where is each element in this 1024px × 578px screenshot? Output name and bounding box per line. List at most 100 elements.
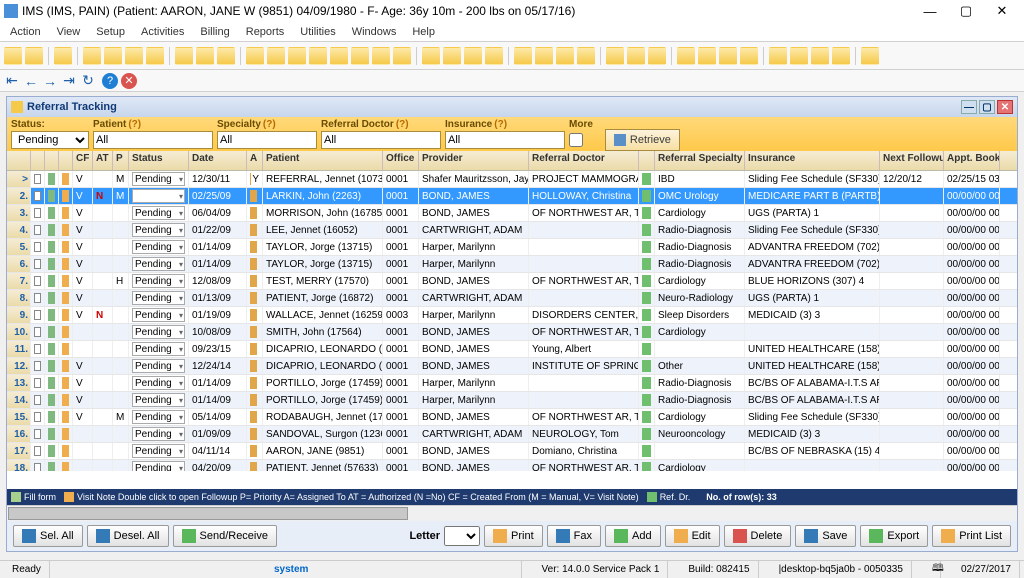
cell-chk[interactable] [31, 358, 45, 374]
save-button[interactable]: Save [795, 525, 856, 547]
toolbar-icon[interactable] [861, 47, 879, 65]
col-rsi[interactable] [639, 151, 655, 170]
table-row[interactable]: 8.VPending01/13/09PATIENT, Jorge (16872)… [7, 290, 1017, 307]
panel-close-button[interactable]: ✕ [997, 100, 1013, 114]
table-row[interactable]: 17.Pending04/11/14AARON, JANE (9851)0001… [7, 443, 1017, 460]
cell-chk[interactable] [31, 392, 45, 408]
close-button[interactable]: ✕ [984, 0, 1020, 22]
toolbar-icon[interactable] [677, 47, 695, 65]
col-rownum[interactable] [7, 151, 31, 170]
cell-status[interactable]: Pending [129, 256, 189, 272]
toolbar-icon[interactable] [309, 47, 327, 65]
toolbar-icon[interactable] [443, 47, 461, 65]
cell-status[interactable]: Pending [129, 290, 189, 306]
send-receive-button[interactable]: Send/Receive [173, 525, 278, 547]
cell-chk[interactable] [31, 409, 45, 425]
toolbar-icon[interactable] [740, 47, 758, 65]
table-row[interactable]: >VMPending12/30/11YREFERRAL, Jennet (107… [7, 171, 1017, 188]
menu-activities[interactable]: Activities [133, 24, 192, 40]
cell-chk[interactable] [31, 171, 45, 187]
minimize-button[interactable]: — [912, 0, 948, 22]
deselect-all-button[interactable]: Desel. All [87, 525, 169, 547]
delete-button[interactable]: Delete [724, 525, 792, 547]
cell-status[interactable]: Pending [129, 443, 189, 459]
col-status[interactable]: Status [129, 151, 189, 170]
cell-status[interactable]: Pending [129, 222, 189, 238]
table-row[interactable]: 3.VPending06/04/09MORRISON, John (16785)… [7, 205, 1017, 222]
col-p[interactable]: P [113, 151, 129, 170]
toolbar-icon[interactable] [125, 47, 143, 65]
toolbar-icon[interactable] [422, 47, 440, 65]
cell-status[interactable]: Pending [129, 426, 189, 442]
toolbar-icon[interactable] [535, 47, 553, 65]
cell-chk[interactable] [31, 341, 45, 357]
nav-last-icon[interactable]: ⇥ [61, 73, 77, 89]
table-row[interactable]: 4.VPending01/22/09LEE, Jennet (16052)000… [7, 222, 1017, 239]
cell-status[interactable]: Pending [129, 409, 189, 425]
fax-button[interactable]: Fax [547, 525, 601, 547]
toolbar-icon[interactable] [217, 47, 235, 65]
toolbar-icon[interactable] [330, 47, 348, 65]
menu-action[interactable]: Action [2, 24, 49, 40]
edit-button[interactable]: Edit [665, 525, 720, 547]
cell-chk[interactable] [31, 222, 45, 238]
menu-billing[interactable]: Billing [192, 24, 237, 40]
col-patient[interactable]: Patient [263, 151, 383, 170]
col-provider[interactable]: Provider [419, 151, 529, 170]
toolbar-icon[interactable] [372, 47, 390, 65]
toolbar-icon[interactable] [606, 47, 624, 65]
col-insurance[interactable]: Insurance [745, 151, 880, 170]
cell-status[interactable]: Pending [129, 341, 189, 357]
toolbar-icon[interactable] [577, 47, 595, 65]
filter-refdoc-input[interactable] [321, 131, 441, 149]
toolbar-icon[interactable] [648, 47, 666, 65]
menu-windows[interactable]: Windows [344, 24, 405, 40]
cell-status[interactable]: Pending [129, 171, 189, 187]
table-row[interactable]: 16.Pending01/09/09SANDOVAL, Surgon (1236… [7, 426, 1017, 443]
col-a[interactable]: A [247, 151, 263, 170]
toolbar-icon[interactable] [627, 47, 645, 65]
cell-chk[interactable] [31, 307, 45, 323]
cell-chk[interactable] [31, 256, 45, 272]
filter-specialty-input[interactable] [217, 131, 317, 149]
menu-reports[interactable]: Reports [238, 24, 293, 40]
toolbar-icon[interactable] [514, 47, 532, 65]
col-i1[interactable] [45, 151, 59, 170]
cell-status[interactable]: Pending [129, 273, 189, 289]
toolbar-icon[interactable] [175, 47, 193, 65]
toolbar-icon[interactable] [54, 47, 72, 65]
cell-status[interactable]: Pending [129, 375, 189, 391]
cell-status[interactable]: Pending [129, 460, 189, 471]
toolbar-icon[interactable] [267, 47, 285, 65]
select-all-button[interactable]: Sel. All [13, 525, 83, 547]
toolbar-icon[interactable] [464, 47, 482, 65]
menu-view[interactable]: View [49, 24, 89, 40]
toolbar-icon[interactable] [811, 47, 829, 65]
col-i2[interactable] [59, 151, 73, 170]
filter-patient-input[interactable] [93, 131, 213, 149]
table-row[interactable]: 15.VMPending05/14/09RODABAUGH, Jennet (1… [7, 409, 1017, 426]
help-icon[interactable]: ? [102, 73, 118, 89]
grid-body[interactable]: >VMPending12/30/11YREFERRAL, Jennet (107… [7, 171, 1017, 471]
menu-help[interactable]: Help [404, 24, 443, 40]
toolbar-icon[interactable] [556, 47, 574, 65]
table-row[interactable]: 18.Pending04/20/09PATIENT, Jennet (57633… [7, 460, 1017, 471]
maximize-button[interactable]: ▢ [948, 0, 984, 22]
horizontal-scrollbar[interactable] [7, 505, 1017, 521]
toolbar-icon[interactable] [104, 47, 122, 65]
cell-chk[interactable] [31, 239, 45, 255]
cell-chk[interactable] [31, 205, 45, 221]
table-row[interactable]: 13.VPending01/14/09PORTILLO, Jorge (1745… [7, 375, 1017, 392]
toolbar-icon[interactable] [698, 47, 716, 65]
menu-setup[interactable]: Setup [88, 24, 133, 40]
retrieve-button[interactable]: Retrieve [605, 129, 680, 151]
col-office[interactable]: Office [383, 151, 419, 170]
table-row[interactable]: 5.VPending01/14/09TAYLOR, Jorge (13715)0… [7, 239, 1017, 256]
table-row[interactable]: 12.VPending12/24/14DICAPRIO, LEONARDO (8… [7, 358, 1017, 375]
col-appt[interactable]: Appt. Booked [944, 151, 1000, 170]
table-row[interactable]: 11.Pending09/23/15DICAPRIO, LEONARDO (85… [7, 341, 1017, 358]
cell-chk[interactable] [31, 460, 45, 471]
toolbar-icon[interactable] [25, 47, 43, 65]
cell-chk[interactable] [31, 375, 45, 391]
col-chk[interactable] [31, 151, 45, 170]
